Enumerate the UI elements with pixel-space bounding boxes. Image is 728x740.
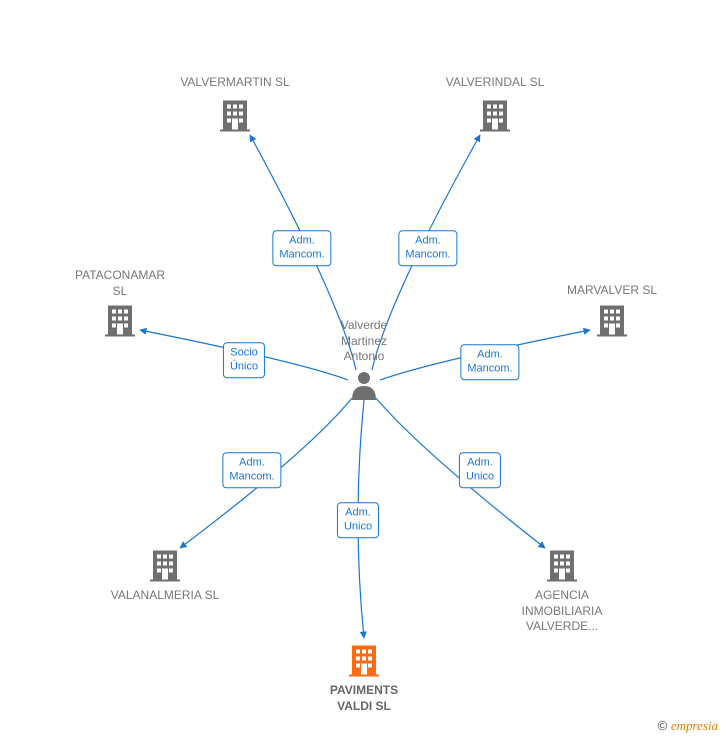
building-icon-marvalver[interactable] <box>597 304 627 337</box>
building-icon-valverindal[interactable] <box>480 99 510 132</box>
watermark: © empresia <box>658 718 718 734</box>
watermark-brand: mpresia <box>677 718 718 733</box>
edge-marvalver <box>380 330 590 380</box>
building-icon-valanalmeria[interactable] <box>150 549 180 582</box>
person-icon[interactable] <box>350 370 378 400</box>
building-icon-paviments[interactable] <box>349 644 379 677</box>
edge-valanalmeria <box>180 398 352 548</box>
edge-agencia <box>376 398 545 548</box>
copyright-symbol: © <box>658 718 668 733</box>
edge-paviments <box>358 400 364 638</box>
edge-valvermartin <box>250 135 356 370</box>
edge-pataconamar <box>140 330 348 380</box>
building-icon-valvermartin[interactable] <box>220 99 250 132</box>
building-icon-agencia[interactable] <box>547 549 577 582</box>
building-icon-pataconamar[interactable] <box>105 304 135 337</box>
edge-valverindal <box>372 135 480 370</box>
